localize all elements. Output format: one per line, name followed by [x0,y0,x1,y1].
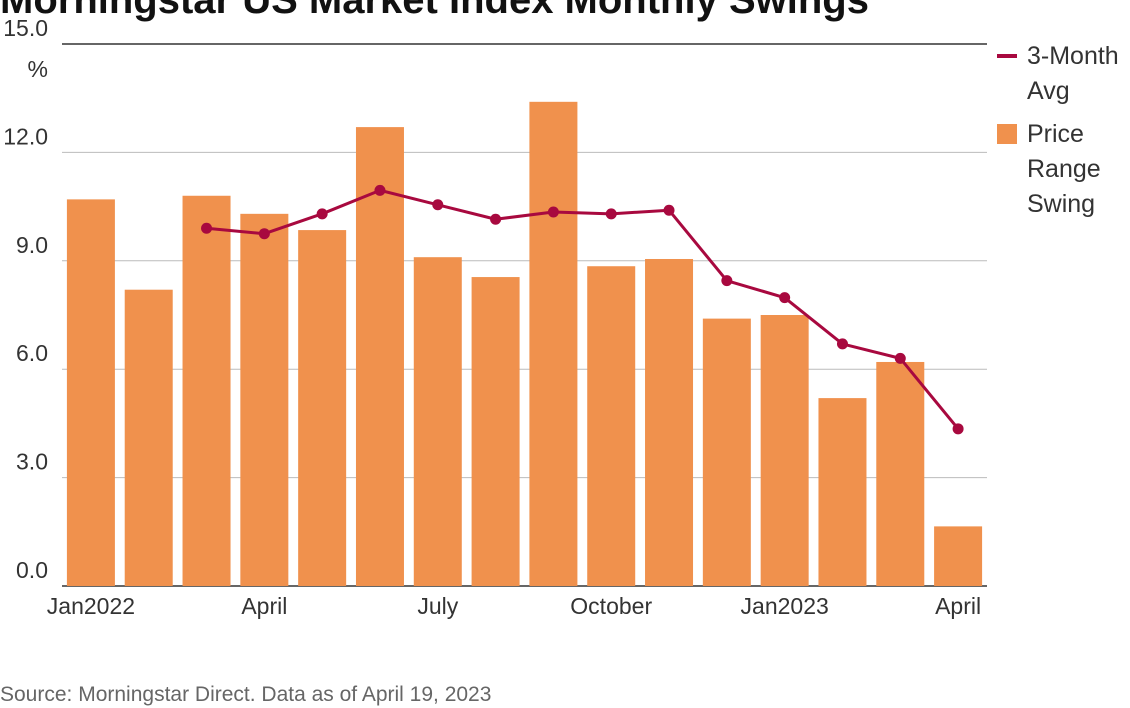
x-tick-label: Jan2022 [47,593,135,619]
bar-Feb2022 [124,289,173,586]
y-unit-label: % [28,56,48,82]
avg-point-Dec2022 [721,275,733,287]
x-axis-ticks: Jan2022 April July October Jan2023 April [47,593,981,619]
avg-point-May2022 [316,208,328,220]
avg-point-Mar2022 [201,222,213,234]
bar-Jul2022 [413,257,462,586]
legend-label-swing: Swing [1027,190,1095,218]
bar-Jun2022 [355,127,404,587]
y-tick-label: 12.0 [3,123,48,149]
avg-point-Apr2022 [258,228,270,240]
bar-Mar2022 [182,195,231,586]
avg-point-Aug2022 [490,213,502,225]
avg-point-Mar2023 [894,352,906,364]
legend-label-avg: 3-Month [1027,42,1119,70]
avg-line [206,188,960,430]
legend-label-swing: Price [1027,120,1084,148]
avg-point-Oct2022 [605,208,617,220]
y-axis-ticks: 0.0 3.0 6.0 9.0 12.0 15.0% [3,15,48,583]
y-tick-label: 3.0 [16,449,48,475]
avg-point-Jul2022 [432,199,444,211]
legend-bar-swatch [997,124,1017,144]
bar-Apr2022 [240,213,289,586]
avg-point-Nov2022 [663,204,675,216]
y-tick-label: 15.0 [3,15,48,41]
source-note: Source: Morningstar Direct. Data as of A… [0,683,492,706]
bar-May2022 [298,230,347,586]
bar-Mar2023 [876,361,925,586]
bar-Apr2023 [934,526,983,586]
avg-point-Sep2022 [547,206,559,218]
x-tick-label: October [570,593,652,619]
chart-title: Morningstar US Market Index Monthly Swin… [0,0,869,22]
bar-series [66,101,983,587]
bar-Jan2023 [760,315,809,586]
y-tick-label: 6.0 [16,340,48,366]
bar-Jan2022 [66,199,115,586]
line-series [201,184,964,435]
legend-label-avg: Avg [1027,77,1070,105]
legend-label-swing: Range [1027,155,1101,183]
avg-point-Apr2023 [952,423,964,435]
bar-Nov2022 [645,258,694,586]
bar-Dec2022 [702,318,751,586]
avg-point-Feb2023 [836,338,848,350]
x-tick-label: April [935,593,981,619]
x-tick-label: April [241,593,287,619]
bar-Sep2022 [529,101,578,587]
bar-Aug2022 [471,277,520,586]
y-tick-label: 0.0 [16,557,48,583]
legend: 3-Month Avg Price Range Swing [997,42,1119,218]
avg-point-Jun2022 [374,184,386,196]
avg-point-Jan2023 [779,292,791,304]
bar-Feb2023 [818,398,867,586]
y-tick-label: 9.0 [16,232,48,258]
x-tick-label: July [417,593,458,619]
x-tick-label: Jan2023 [741,593,829,619]
bar-Oct2022 [587,266,636,586]
